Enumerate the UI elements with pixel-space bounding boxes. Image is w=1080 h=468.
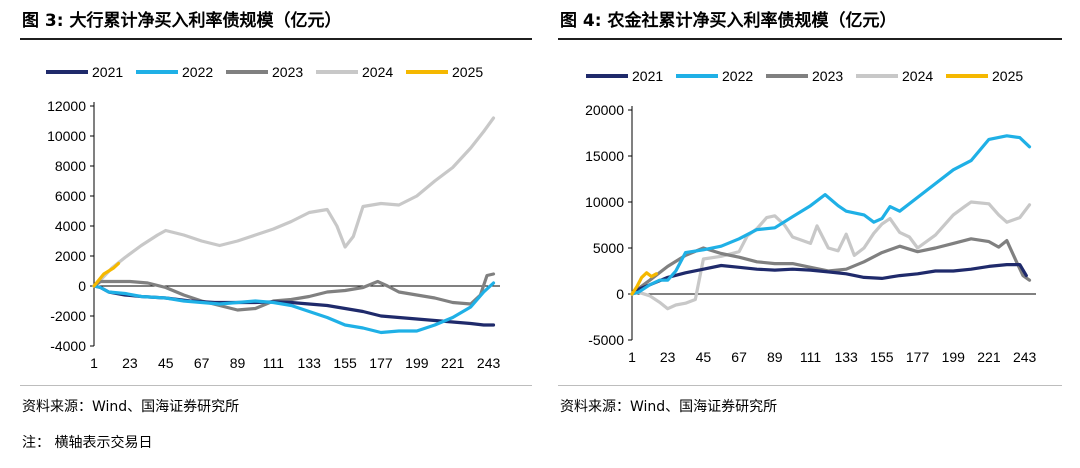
x-tick-label: 45 (158, 355, 174, 371)
chart-3: 2021 2022 2023 2024 2025 -4000 -2000 0 2000 4000 6… (46, 64, 501, 371)
figure-4-title-rule (558, 38, 1062, 40)
x-tick-label: 111 (800, 349, 821, 365)
x-tick-label: 67 (194, 355, 210, 371)
x-tick-label: 199 (405, 355, 429, 371)
figure-4-bottom-rule (558, 385, 1062, 386)
series-line-2025 (92, 261, 121, 288)
legend-label-2024: 2024 (902, 68, 933, 84)
x-tick-label: 1 (90, 355, 98, 371)
x-tick-label: 221 (977, 349, 1001, 365)
x-tick-label: 155 (333, 355, 357, 371)
x-tick-label: 221 (441, 355, 465, 371)
series-line-2022 (92, 281, 496, 335)
series-line-2024 (630, 200, 1032, 311)
y-tick-label: 5000 (593, 240, 624, 256)
legend-label-2025: 2025 (992, 68, 1023, 84)
y-tick-label: -2000 (50, 308, 86, 324)
series-line-2024 (92, 116, 496, 288)
figure-3-source: 资料来源：Wind、国海证券研究所 (22, 399, 240, 415)
figure-4-source: 资料来源：Wind、国海证券研究所 (560, 399, 778, 415)
legend-label-2025: 2025 (452, 64, 483, 80)
x-tick-label: 133 (298, 355, 322, 371)
x-tick-label: 243 (477, 355, 501, 371)
chart-4: 2021 2022 2023 2024 2025 -5000 0 5000 10000 15000… (585, 68, 1037, 365)
legend-label-2023: 2023 (812, 68, 843, 84)
x-tick-label: 45 (696, 349, 712, 365)
x-tick-label: 199 (942, 349, 966, 365)
figure-4-title: 图 4: 农金社累计净买入利率债规模（亿元） (560, 11, 897, 31)
y-tick-label: 4000 (55, 218, 86, 234)
y-tick-label: 0 (616, 286, 624, 302)
series-line-2023 (92, 272, 496, 312)
y-tick-label: 8000 (55, 158, 86, 174)
x-tick-label: 89 (230, 355, 246, 371)
y-tick-label: 12000 (47, 98, 86, 114)
x-tick-label: 243 (1013, 349, 1037, 365)
x-tick-label: 23 (660, 349, 676, 365)
series-line-2021 (630, 263, 1028, 296)
y-tick-label: 20000 (585, 102, 624, 118)
y-tick-label: 2000 (55, 248, 86, 264)
series-line-2022 (630, 134, 1032, 296)
x-tick-label: 23 (122, 355, 138, 371)
figure-3-title-rule (20, 38, 532, 40)
legend-label-2022: 2022 (182, 64, 213, 80)
y-tick-label: 6000 (55, 188, 86, 204)
x-tick-label: 133 (834, 349, 858, 365)
x-tick-label: 1 (628, 349, 636, 365)
x-tick-label: 67 (731, 349, 747, 365)
y-tick-label: 0 (78, 278, 86, 294)
x-tick-label: 111 (263, 355, 284, 371)
legend-label-2023: 2023 (272, 64, 303, 80)
y-tick-label: 10000 (585, 194, 624, 210)
x-tick-label: 177 (369, 355, 393, 371)
y-tick-label: -5000 (588, 332, 624, 348)
x-tick-label: 155 (870, 349, 894, 365)
x-tick-label: 89 (767, 349, 783, 365)
y-tick-label: 10000 (47, 128, 86, 144)
legend-label-2024: 2024 (362, 64, 393, 80)
figure-3-title: 图 3: 大行累计净买入利率债规模（亿元） (22, 11, 342, 31)
axis-note: 注： 横轴表示交易日 (22, 435, 153, 451)
x-tick-label: 177 (906, 349, 930, 365)
y-tick-label: 15000 (585, 148, 624, 164)
figure-3-bottom-rule (20, 385, 532, 386)
y-tick-label: -4000 (50, 338, 86, 354)
legend-label-2022: 2022 (722, 68, 753, 84)
legend-label-2021: 2021 (632, 68, 663, 84)
series-line-2025 (630, 271, 658, 296)
legend-label-2021: 2021 (92, 64, 123, 80)
